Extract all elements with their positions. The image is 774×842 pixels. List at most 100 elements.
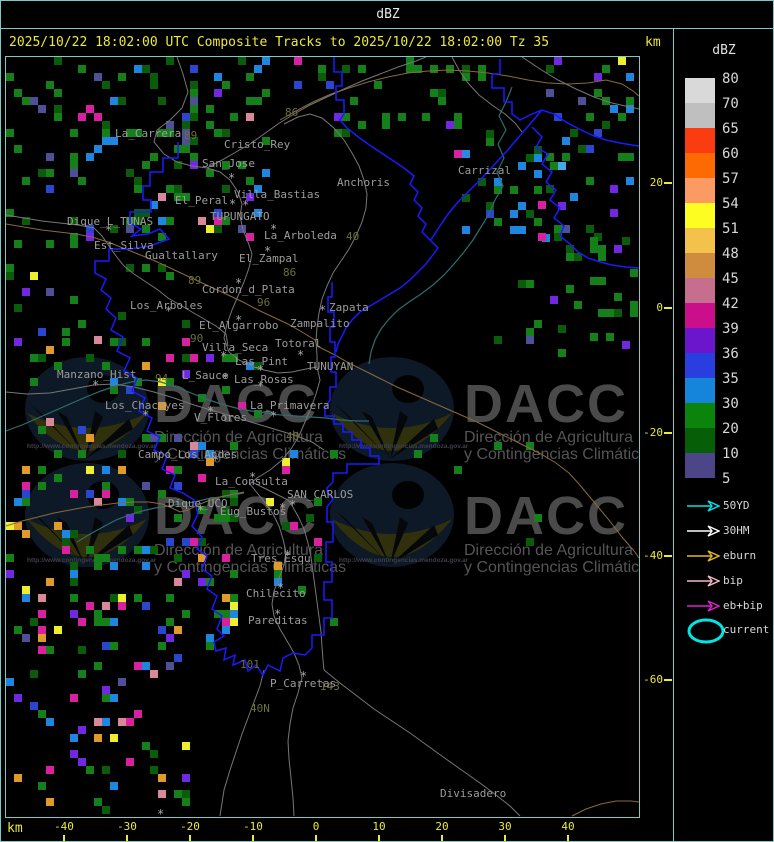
- legend-scale-label: 80: [722, 71, 739, 87]
- bottom-axis: km -40 -30 -20 -10 0 10 20 30 40: [1, 816, 673, 841]
- legend-swatch: [685, 303, 715, 328]
- town-markers: * * * * * * * * * * * * * * * * * * * * * * * * * * * * *: [92, 171, 326, 817]
- current-label: current: [723, 623, 770, 636]
- track-arrow-icon: [687, 500, 720, 512]
- svg-text:*: *: [249, 470, 256, 484]
- svg-text:*: *: [284, 548, 291, 562]
- svg-text:*: *: [270, 222, 277, 236]
- right-axis-tick: [664, 307, 672, 309]
- watermark-brand: DACC: [464, 374, 628, 434]
- legend-track-row: 30HM: [674, 522, 773, 542]
- town-labels: La_Carrera Cristo_Rey San_Jose El_Peral Vill…: [57, 127, 511, 800]
- svg-text:*: *: [157, 807, 164, 817]
- track-label: bip: [723, 574, 743, 587]
- legend-swatch: [685, 328, 715, 353]
- legend-current-row: current: [674, 615, 773, 644]
- svg-text:90: 90: [190, 332, 203, 345]
- watermark-url: http://www.contingencias.mendoza.gov.ar: [339, 557, 469, 564]
- town-label: Chilecito: [246, 587, 306, 600]
- legend-swatch: [685, 428, 715, 453]
- town-label: Gualtallary: [145, 249, 218, 262]
- legend-swatch: [685, 178, 715, 203]
- bottom-axis-tick-label: 40: [561, 820, 575, 833]
- svg-text:89: 89: [188, 274, 201, 287]
- town-label: Anchoris: [337, 176, 390, 189]
- legend-scale-label: 45: [722, 271, 739, 287]
- svg-text:40: 40: [286, 430, 299, 443]
- bottom-axis-tick: [126, 835, 128, 841]
- legend-title: dBZ: [712, 43, 736, 58]
- right-axis-tick-label: -20: [643, 426, 663, 439]
- svg-text:86: 86: [283, 266, 296, 279]
- legend-swatch: [685, 453, 715, 478]
- svg-text:*: *: [274, 607, 281, 621]
- town-label: Cristo_Rey: [224, 138, 291, 151]
- legend-scale-label: 60: [722, 146, 739, 162]
- svg-text:*: *: [229, 197, 236, 211]
- status-bar: 2025/10/22 18:02:00 UTC Composite Tracks…: [1, 29, 673, 55]
- bottom-axis-tick-label: 0: [312, 820, 320, 833]
- svg-text:*: *: [300, 669, 307, 683]
- legend-swatch: [685, 378, 715, 403]
- right-axis-unit: km: [645, 35, 661, 50]
- track-arrow-icon: [687, 550, 720, 562]
- road-number-labels: 89 86 89 86 96 90 94 40 40 101 143 40N: [155, 106, 359, 715]
- svg-text:*: *: [270, 409, 277, 423]
- legend-swatch: [685, 353, 715, 378]
- town-label: Las_Pint: [235, 355, 288, 368]
- svg-text:143: 143: [320, 680, 340, 693]
- track-label: eburn: [723, 549, 757, 562]
- town-label: Cordon_d_Plata: [202, 283, 295, 296]
- legend-scale-label: 70: [722, 96, 739, 112]
- dacc-logo-icon: [330, 357, 454, 461]
- town-label: Divisadero: [440, 787, 506, 800]
- bottom-axis-tick-label: -10: [243, 820, 263, 833]
- town-label: Las_Rosas: [234, 373, 294, 386]
- legend-scale-label: 42: [722, 296, 739, 312]
- town-label: TUPUNGATO: [210, 210, 270, 223]
- bottom-axis-tick-label: -20: [180, 820, 200, 833]
- svg-text:*: *: [142, 408, 149, 422]
- legend-track-row: eburn: [674, 547, 773, 567]
- watermark-brand: DACC: [464, 486, 628, 546]
- svg-text:*: *: [92, 378, 99, 392]
- bottom-axis-tick: [504, 835, 506, 841]
- town-label: Manzano_Hist: [57, 368, 136, 381]
- town-label: Zampalito: [290, 317, 350, 330]
- town-label: Zapata: [329, 301, 369, 314]
- svg-text:*: *: [220, 349, 227, 363]
- watermark-url: http://www.contingencias.mendoza.gov.ar: [339, 443, 469, 450]
- svg-text:*: *: [105, 223, 112, 237]
- radar-echo-cells: [6, 57, 638, 814]
- legend-scale-label: 48: [722, 246, 739, 262]
- current-ellipse-icon: [687, 618, 725, 644]
- right-axis-tick: [664, 432, 672, 434]
- legend-scale-label: 54: [722, 196, 739, 212]
- track-label: 30HM: [723, 524, 750, 537]
- svg-text:94: 94: [155, 372, 169, 385]
- legend-scale-label: 57: [722, 171, 739, 187]
- track-label: 50YD: [723, 499, 750, 512]
- legend-swatch: [685, 278, 715, 303]
- watermark-brand: DACC: [154, 374, 318, 434]
- track-arrow-icon: [687, 525, 720, 537]
- town-label: Est_Silva: [94, 239, 154, 252]
- svg-text:*: *: [228, 171, 235, 185]
- bottom-axis-tick: [567, 835, 569, 841]
- radar-map-canvas[interactable]: DACC Dirección de Agricultura y Contingenc…: [5, 56, 640, 818]
- bottom-axis-tick-label: 10: [372, 820, 386, 833]
- town-label: La_Consulta: [215, 475, 288, 488]
- right-axis-tick-label: -60: [643, 673, 663, 686]
- legend-scale-label: 10: [722, 446, 739, 462]
- svg-text:*: *: [235, 313, 242, 327]
- town-label: Pareditas: [248, 614, 308, 627]
- watermark-subtitle: Dirección de Agricultura y Contingencias …: [464, 429, 639, 463]
- watermark-subtitle: Dirección de Agricultura y Contingencias …: [464, 542, 639, 576]
- town-label: Eug_Bustos: [220, 505, 286, 518]
- town-label: Villa_Seca: [202, 341, 268, 354]
- track-arrow-icon: [687, 575, 720, 587]
- bottom-axis-tick-label: 20: [435, 820, 449, 833]
- bottom-axis-tick-label: -40: [54, 820, 74, 833]
